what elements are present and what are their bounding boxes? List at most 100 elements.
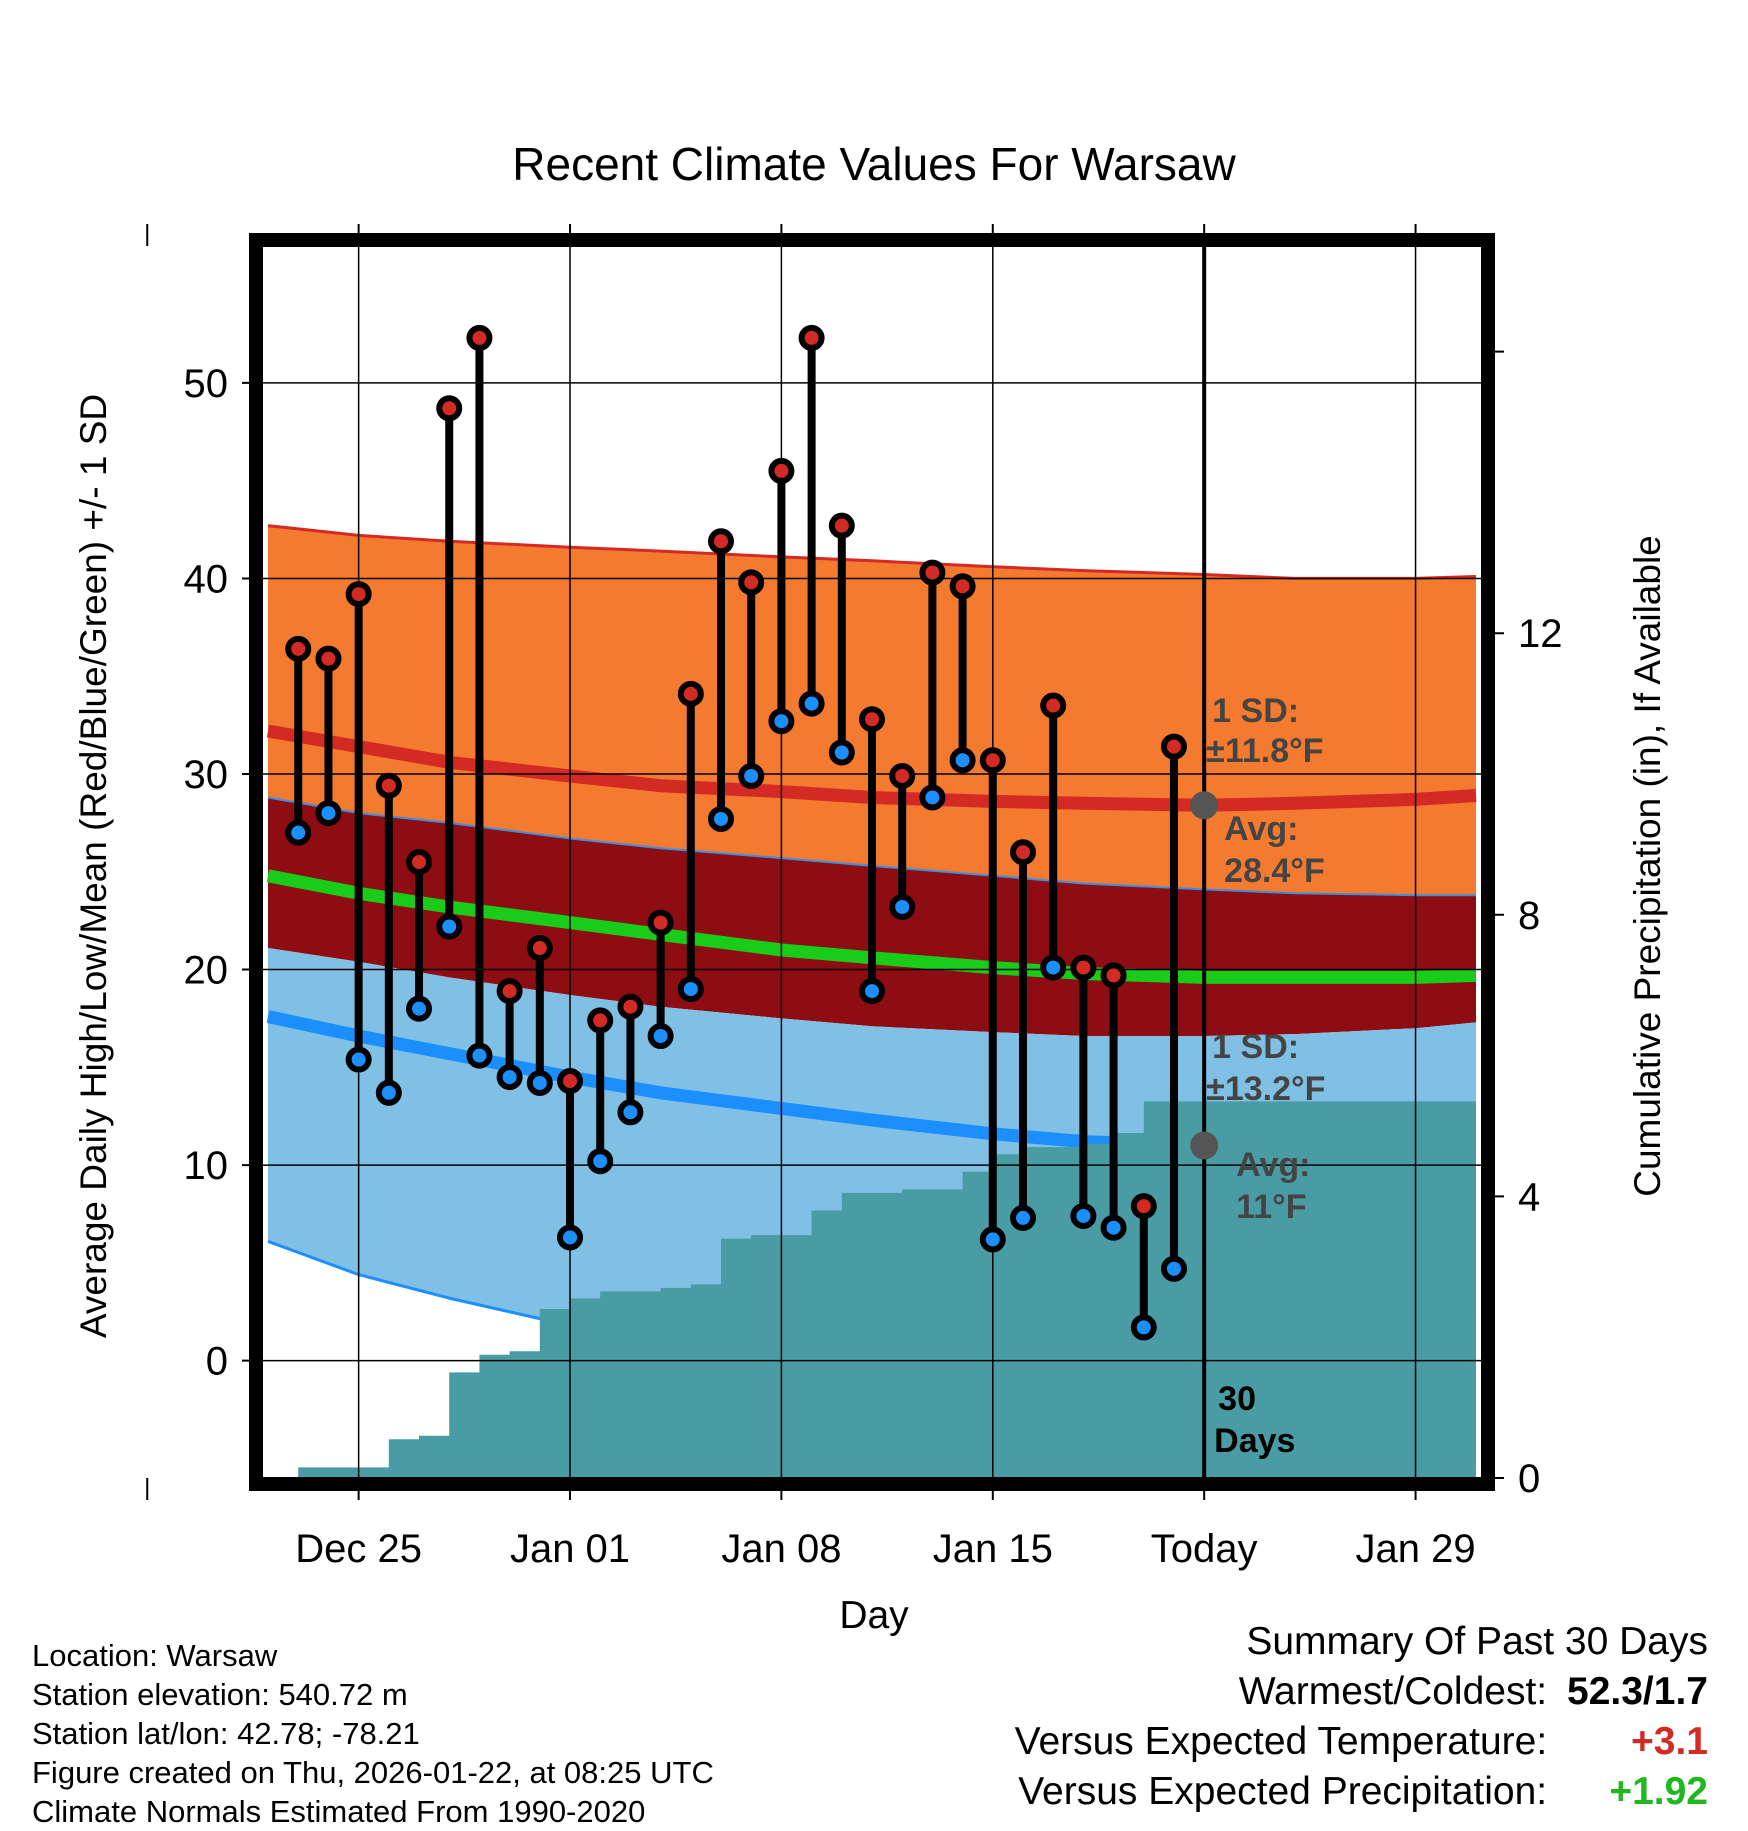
daily-high-point: [828, 512, 855, 539]
daily-high-point: [345, 581, 372, 608]
daily-low-point: [949, 747, 976, 774]
daily-low-point: [557, 1224, 584, 1251]
station-metadata: Location: Warsaw Station elevation: 540.…: [32, 1636, 714, 1831]
daily-high-point: [436, 395, 463, 422]
chart-title: Recent Climate Values For Warsaw: [512, 138, 1236, 190]
x-tick-label: Jan 15: [933, 1527, 1053, 1571]
daily-low-point: [1130, 1314, 1157, 1341]
daily-low-point: [828, 739, 855, 766]
precip-value: +1.92: [1609, 1770, 1708, 1813]
meta-location: Location: Warsaw: [32, 1638, 278, 1673]
window-label-2: Days: [1214, 1422, 1295, 1460]
daily-high-point: [1130, 1193, 1157, 1220]
plot-layer: [262, 246, 1482, 1478]
summary-panel: Summary Of Past 30 Days Warmest/Coldest:…: [1015, 1620, 1708, 1814]
warm-cold-label: Warmest/Coldest:: [1238, 1670, 1548, 1713]
daily-high-point: [526, 935, 553, 962]
daily-low-point: [738, 762, 765, 789]
y2-tick-label: 8: [1518, 894, 1540, 938]
daily-high-point: [1160, 733, 1187, 760]
meta-elevation: Station elevation: 540.72 m: [32, 1677, 408, 1712]
daily-low-point: [647, 1023, 674, 1050]
today-low-avg-marker: [1190, 1131, 1219, 1160]
summary-precip: Versus Expected Precipitation: +1.92: [1015, 1770, 1708, 1814]
daily-high-point: [587, 1007, 614, 1034]
daily-low-point: [285, 819, 312, 846]
x-tick-label: Jan 08: [721, 1527, 841, 1571]
y2-axis-title: Cumulative Precipitation (in), If Availa…: [1627, 535, 1668, 1197]
daily-low-point: [1100, 1214, 1127, 1241]
daily-high-point: [496, 978, 523, 1005]
daily-high-point: [285, 635, 312, 662]
daily-high-point: [466, 324, 493, 351]
temp-value: +3.1: [1631, 1720, 1708, 1763]
summary-warm-cold: Warmest/Coldest: 52.3/1.7: [1015, 1670, 1708, 1714]
daily-high-point: [315, 645, 342, 672]
low-avg-label: Avg:: [1236, 1146, 1310, 1184]
daily-high-point: [708, 528, 735, 555]
y2-tick-label: 0: [1518, 1457, 1540, 1501]
daily-low-point: [375, 1079, 402, 1106]
daily-low-point: [345, 1046, 372, 1073]
high-avg-value: 28.4°F: [1224, 852, 1325, 890]
y-tick-label: 10: [184, 1144, 229, 1188]
meta-created: Figure created on Thu, 2026-01-22, at 08…: [32, 1755, 714, 1790]
daily-high-point: [375, 772, 402, 799]
daily-low-point: [587, 1148, 614, 1175]
high-sd-label: 1 SD:: [1212, 692, 1299, 730]
x-tick-label: Dec 25: [295, 1527, 422, 1571]
y-tick-label: 30: [184, 753, 229, 797]
daily-low-point: [1070, 1202, 1097, 1229]
daily-high-point: [768, 457, 795, 484]
low-sd-label: 1 SD:: [1212, 1028, 1299, 1066]
summary-temp: Versus Expected Temperature: +3.1: [1015, 1720, 1708, 1764]
daily-high-point: [889, 762, 916, 789]
daily-low-point: [768, 708, 795, 735]
y-axis-title: Average Daily High/Low/Mean (Red/Blue/Gr…: [73, 394, 114, 1338]
low-sd-value: ±13.2°F: [1206, 1070, 1325, 1108]
y-tick-label: 0: [206, 1340, 228, 1384]
daily-low-point: [889, 893, 916, 920]
daily-high-point: [1070, 954, 1097, 981]
warm-cold-value: 52.3/1.7: [1567, 1670, 1708, 1713]
daily-low-point: [617, 1099, 644, 1126]
x-axis-title: Day: [839, 1594, 909, 1637]
daily-high-point: [677, 680, 704, 707]
y2-tick-label: 4: [1518, 1175, 1540, 1219]
daily-high-point: [1040, 692, 1067, 719]
summary-title: Summary Of Past 30 Days: [1246, 1620, 1708, 1663]
daily-low-point: [677, 976, 704, 1003]
daily-low-point: [1040, 954, 1067, 981]
daily-high-point: [798, 324, 825, 351]
daily-low-point: [798, 690, 825, 717]
daily-low-point: [496, 1064, 523, 1091]
x-tick-label: Jan 29: [1356, 1527, 1476, 1571]
daily-low-point: [1009, 1204, 1036, 1231]
daily-low-point: [526, 1069, 553, 1096]
y-tick-label: 50: [184, 362, 229, 406]
daily-low-point: [1160, 1255, 1187, 1282]
daily-low-point: [919, 784, 946, 811]
daily-high-point: [949, 573, 976, 600]
daily-high-point: [919, 559, 946, 586]
daily-high-point: [979, 747, 1006, 774]
daily-high-point: [406, 849, 433, 875]
daily-low-point: [406, 995, 433, 1022]
daily-high-point: [557, 1068, 584, 1095]
high-sd-value: ±11.8°F: [1206, 732, 1323, 770]
precip-label: Versus Expected Precipitation:: [1018, 1770, 1548, 1813]
daily-observations: [285, 324, 1187, 1341]
daily-high-point: [738, 569, 765, 596]
meta-normals: Climate Normals Estimated From 1990-2020: [32, 1794, 646, 1829]
meta-latlon: Station lat/lon: 42.78; -78.21: [32, 1716, 420, 1751]
daily-high-point: [1009, 839, 1036, 866]
daily-low-point: [315, 800, 342, 827]
window-label: 30: [1218, 1380, 1256, 1418]
low-avg-value: 11°F: [1236, 1188, 1306, 1226]
daily-high-point: [859, 706, 885, 733]
temp-label: Versus Expected Temperature:: [1014, 1720, 1548, 1763]
plot-frame: [249, 233, 1495, 1491]
daily-low-point: [859, 978, 885, 1005]
